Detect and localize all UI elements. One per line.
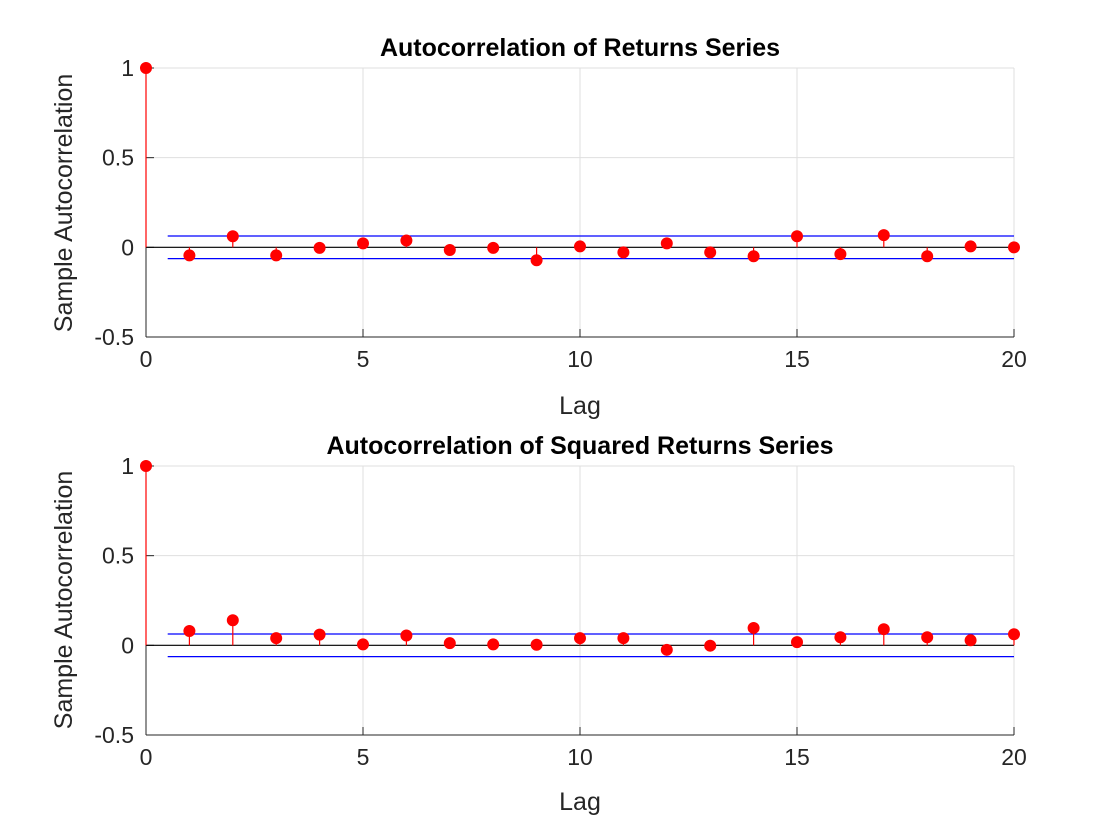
y-tick-label: 0 (121, 632, 134, 658)
stem-marker (140, 460, 152, 472)
y-tick-label: 1 (121, 453, 134, 479)
stem-marker (834, 248, 847, 261)
stem-marker (270, 632, 283, 645)
stem-marker (877, 229, 890, 242)
stem-marker (357, 638, 369, 651)
x-axis-label: Lag (559, 788, 601, 816)
stem-marker (400, 234, 413, 247)
stem-marker (660, 643, 673, 656)
stem-marker (791, 636, 803, 649)
stem-marker (704, 639, 717, 652)
stem-marker (747, 621, 760, 634)
stem-marker (183, 249, 196, 262)
stem-marker (487, 241, 500, 254)
y-tick-label: 0.5 (102, 145, 134, 171)
stem-marker (704, 246, 717, 259)
chart-title: Autocorrelation of Squared Returns Serie… (326, 432, 833, 460)
y-tick-label: -0.5 (94, 324, 134, 350)
stem-marker (226, 230, 239, 243)
x-tick-label: 15 (784, 346, 810, 372)
y-tick-label: -0.5 (94, 722, 134, 748)
x-axis-label: Lag (559, 392, 601, 420)
stem-marker (487, 638, 500, 651)
stem-marker (313, 241, 326, 254)
stem-marker (530, 638, 543, 651)
stem-marker (617, 632, 630, 645)
stem-marker (1008, 241, 1020, 254)
stem-marker (270, 249, 283, 262)
x-tick-label: 15 (784, 744, 810, 770)
stem-marker (443, 637, 456, 650)
y-tick-label: 0 (121, 234, 134, 260)
stem-marker (574, 240, 586, 253)
stem-marker (834, 631, 847, 644)
y-tick-label: 1 (121, 55, 134, 81)
stem-marker (530, 254, 543, 267)
stem-marker (313, 628, 326, 641)
stem-marker (877, 623, 890, 636)
stem-marker (921, 250, 934, 263)
x-tick-label: 0 (140, 346, 153, 372)
stem-marker (617, 246, 630, 259)
stem-marker (400, 629, 413, 642)
y-axis-label: Sample Autocorrelation (50, 471, 78, 729)
y-tick-label: 0.5 (102, 543, 134, 569)
stem-marker (964, 634, 977, 647)
chart-title: Autocorrelation of Returns Series (380, 34, 780, 62)
x-tick-label: 5 (357, 744, 370, 770)
stem-marker (443, 244, 456, 257)
y-axis-label: Sample Autocorrelation (50, 74, 78, 332)
x-tick-label: 5 (357, 346, 370, 372)
stem-marker (574, 632, 586, 645)
stem-marker (140, 62, 152, 74)
stem-marker (964, 240, 977, 253)
stem-marker (660, 237, 673, 250)
stem-marker (357, 237, 369, 250)
stem-marker (226, 614, 239, 627)
stem-marker (1008, 628, 1020, 641)
stem-marker (747, 250, 760, 263)
x-tick-label: 0 (140, 744, 153, 770)
x-tick-label: 20 (1001, 744, 1027, 770)
x-tick-label: 20 (1001, 346, 1027, 372)
x-tick-label: 10 (567, 346, 593, 372)
stem-marker (183, 624, 196, 637)
x-tick-label: 10 (567, 744, 593, 770)
stem-marker (921, 631, 934, 644)
stem-marker (791, 230, 803, 243)
